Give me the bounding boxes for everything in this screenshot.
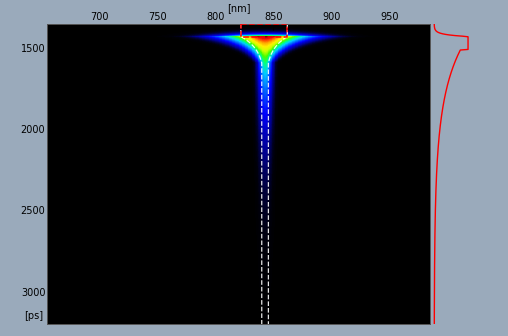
Text: [ps]: [ps] <box>24 311 44 321</box>
X-axis label: [nm]: [nm] <box>227 3 250 13</box>
Bar <box>241 24 288 37</box>
